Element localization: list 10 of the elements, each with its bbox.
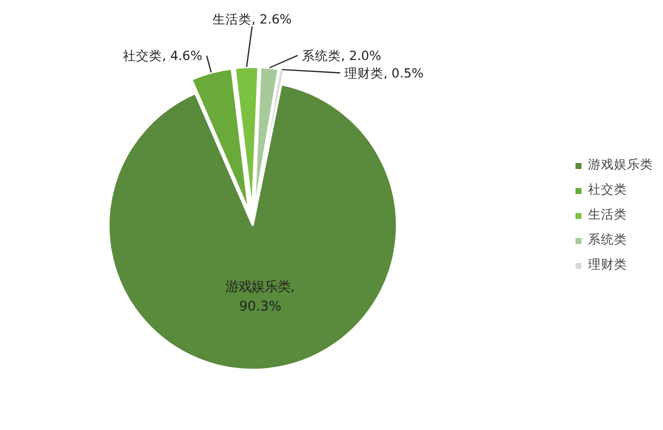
legend-label: 社交类 xyxy=(588,182,627,198)
legend-label: 系统类 xyxy=(588,232,627,248)
data-label: 社交类, 4.6% xyxy=(123,48,202,64)
data-label: 游戏娱乐类, 90.3% xyxy=(226,280,295,315)
data-label: 生活类, 2.6% xyxy=(212,11,292,26)
legend-label: 理财类 xyxy=(588,256,627,274)
legend-label: 游戏娱乐类 xyxy=(588,156,653,174)
legend-label: 生活类 xyxy=(588,206,627,224)
data-label: 理财类, 0.5% xyxy=(344,65,424,80)
data-label: 系统类, 2.0% xyxy=(302,48,382,63)
